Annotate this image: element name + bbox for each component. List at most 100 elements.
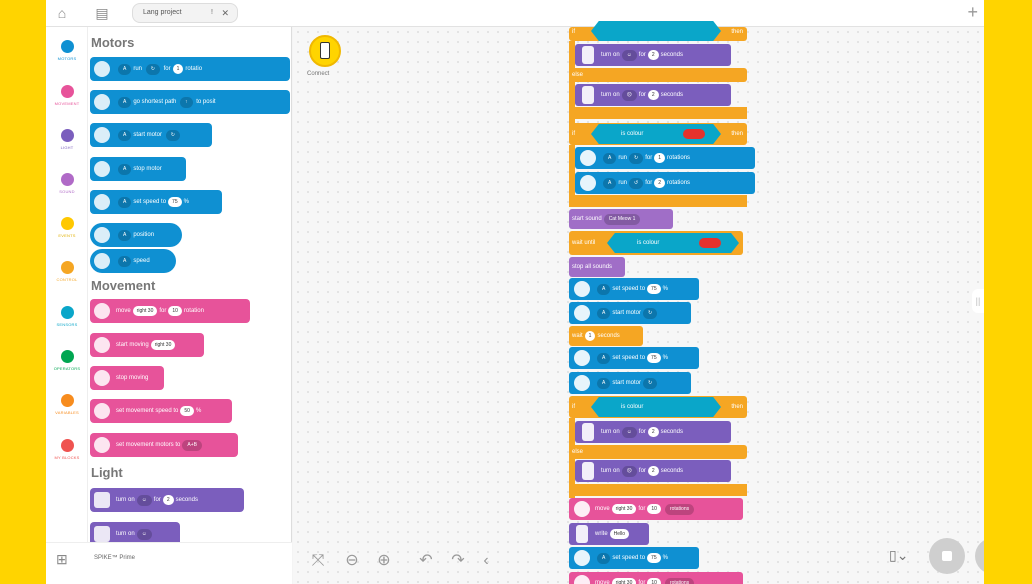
programming-canvas[interactable]: Connect if then turn on ☺ for 2 seconds else … xyxy=(293,21,984,584)
category-label: VARIABLES xyxy=(55,410,79,415)
motor-icon xyxy=(94,94,110,110)
category-label: CONTROL xyxy=(56,277,78,282)
category-control[interactable]: CONTROL xyxy=(46,252,88,296)
zoom-in-icon[interactable]: ⊕ xyxy=(377,552,391,569)
category-label: SOUND xyxy=(59,189,75,194)
category-sidebar: MOTORS MOVEMENT LIGHT SOUND EVENTS CONTR… xyxy=(46,27,88,542)
palette-block-move[interactable]: move right 30 for 10 rotation xyxy=(90,299,250,323)
stop-all-sounds-block[interactable]: stop all sounds xyxy=(569,257,625,277)
category-label: EVENTS xyxy=(58,233,76,238)
project-tab-title: Lang project xyxy=(143,9,182,16)
colour-sensor-condition-1[interactable] xyxy=(591,21,721,41)
sensors-dot-icon xyxy=(60,306,74,319)
wait-block[interactable]: wait 1 seconds xyxy=(569,326,643,346)
motor-icon xyxy=(94,227,110,243)
start-sound-block[interactable]: start sound Cat Meow 1 xyxy=(569,209,673,229)
colour-sensor-condition-4[interactable]: is colour xyxy=(591,397,721,417)
category-variables[interactable]: VARIABLES xyxy=(46,385,88,429)
motor-icon xyxy=(94,253,110,269)
category-events[interactable]: EVENTS xyxy=(46,208,88,252)
extensions-icon[interactable]: ⊞ xyxy=(56,551,68,567)
motor-icon xyxy=(580,175,596,191)
movement-icon xyxy=(94,403,110,419)
write-block[interactable]: write Hello xyxy=(569,523,649,545)
red-colour-swatch[interactable] xyxy=(699,238,721,248)
save-icon[interactable]: ▤ xyxy=(95,5,109,21)
palette-footer: ⊞ SPIKE™ Prime xyxy=(46,542,292,584)
colour-sensor-condition-2[interactable]: is colour xyxy=(591,124,721,144)
redo-icon[interactable]: ↷ xyxy=(451,552,465,569)
category-label: LIGHT xyxy=(60,145,74,150)
hub-type-label: SPIKE™ Prime xyxy=(94,555,136,561)
category-movement[interactable]: MOVEMENT xyxy=(46,76,88,120)
turn-on-block[interactable]: turn on ☹ for 2 seconds xyxy=(575,84,731,106)
palette-block-light-on-for[interactable]: turn on ☺ for 2 seconds xyxy=(90,488,244,512)
category-light[interactable]: LIGHT xyxy=(46,120,88,164)
panel-handle-icon[interactable]: || xyxy=(972,289,984,313)
palette-block-start-moving[interactable]: start moving right 30 xyxy=(90,333,204,357)
category-operators[interactable]: OPERATORS xyxy=(46,341,88,385)
palette-block-stop-moving[interactable]: stop moving xyxy=(90,366,164,390)
move-block[interactable]: move right 30 for 10 rotations xyxy=(569,498,743,520)
else-bar: else xyxy=(569,445,747,459)
palette-block-set-movement-speed[interactable]: set movement speed to 50% xyxy=(90,399,232,423)
fit-screen-icon[interactable]: ⤧ xyxy=(311,552,325,569)
collapse-icon[interactable]: ‹ xyxy=(483,552,489,569)
hub-icon xyxy=(582,46,594,64)
connect-label: Connect xyxy=(307,71,330,77)
movement-dot-icon xyxy=(60,85,74,98)
motor-icon xyxy=(94,127,110,143)
home-icon[interactable]: ⌂ xyxy=(57,5,67,21)
motor-icon xyxy=(94,194,110,210)
movement-icon xyxy=(574,575,590,584)
turn-on-block[interactable]: turn on ☹ for 2 seconds xyxy=(575,460,731,482)
connect-button[interactable] xyxy=(309,35,341,67)
category-motors[interactable]: MOTORS xyxy=(46,31,88,75)
movement-icon xyxy=(94,337,110,353)
category-sound[interactable]: SOUND xyxy=(46,164,88,208)
hub-selector-icon[interactable]: ▯⌄ xyxy=(889,547,909,563)
move-block[interactable]: move right 30 for 10 rotations xyxy=(569,572,743,584)
turn-on-block[interactable]: turn on ☺ for 2 seconds xyxy=(575,44,731,66)
motors-dot-icon xyxy=(60,40,74,53)
events-dot-icon xyxy=(60,217,74,230)
hub-light-icon xyxy=(94,492,110,508)
zoom-out-icon[interactable]: ⊖ xyxy=(345,552,359,569)
close-tab-icon[interactable]: ✕ xyxy=(221,8,229,18)
palette-block-set-movement-motors[interactable]: set movement motors to A+B xyxy=(90,433,238,457)
category-sensors[interactable]: SENSORS xyxy=(46,297,88,341)
turn-on-block[interactable]: turn on ☺ for 2 seconds xyxy=(575,421,731,443)
red-colour-swatch[interactable] xyxy=(683,129,705,139)
script-stack: if then turn on ☺ for 2 seconds else turn on ☹… xyxy=(569,21,755,584)
movement-icon xyxy=(94,437,110,453)
new-tab-icon[interactable]: + xyxy=(967,2,978,22)
undo-icon[interactable]: ↶ xyxy=(419,552,433,569)
motor-icon xyxy=(574,375,590,391)
movement-icon xyxy=(94,303,110,319)
colour-sensor-condition-3[interactable]: is colour xyxy=(607,233,739,253)
section-title-motors: Motors xyxy=(91,35,135,50)
stop-button[interactable] xyxy=(929,538,965,574)
palette-block-light-on[interactable]: turn on ☺ xyxy=(90,522,180,542)
else-bar: else xyxy=(569,68,747,82)
category-label: MOVEMENT xyxy=(54,101,80,106)
project-tab[interactable]: Lang project ! ✕ xyxy=(132,3,238,23)
play-button[interactable] xyxy=(975,538,984,574)
modified-marker: ! xyxy=(211,9,213,16)
category-my-blocks[interactable]: MY BLOCKS xyxy=(46,430,88,474)
